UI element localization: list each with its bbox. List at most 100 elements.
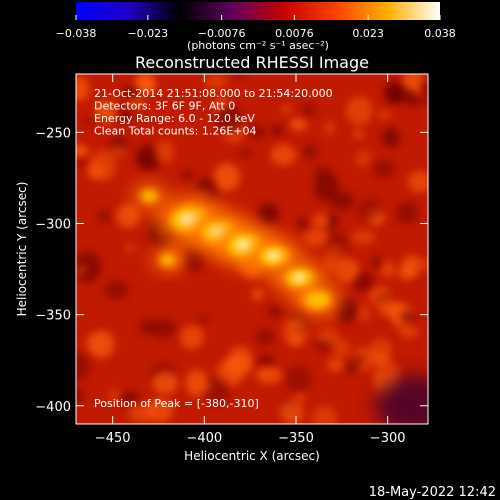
ripple-blob xyxy=(104,280,129,299)
ripple-blob xyxy=(182,248,204,273)
ripple-blob xyxy=(280,105,292,114)
x-axis-label: Heliocentric X (arcsec) xyxy=(184,449,320,463)
y-tick-label: −350 xyxy=(35,309,71,324)
ripple-blob xyxy=(150,319,177,339)
annotation-line: Detectors: 3F 6F 9F, Att 0 xyxy=(94,100,235,113)
ripple-blob xyxy=(153,140,175,164)
ripple-blob xyxy=(76,144,90,158)
source-peak xyxy=(236,239,253,251)
ripple-blob xyxy=(128,404,155,423)
emission-sources xyxy=(132,183,342,317)
image-panel: −450 −400 −350 −300 −250 −300 −350 −400 xyxy=(35,73,429,446)
x-tick-label: −450 xyxy=(95,431,131,446)
ripple-blob xyxy=(136,153,155,165)
ripple-blob xyxy=(255,366,283,384)
ripple-blob xyxy=(121,86,140,99)
ripple-blob xyxy=(270,144,297,166)
source-core xyxy=(159,254,176,266)
ripple-blob xyxy=(123,243,138,253)
ripple-blob xyxy=(372,159,395,179)
ripple-blob xyxy=(373,352,388,365)
y-axis-label: Heliocentric Y (arcsec) xyxy=(15,182,29,317)
ripple-blob xyxy=(76,251,102,283)
ripple-blob xyxy=(290,332,301,345)
ripple-blob xyxy=(216,105,242,134)
ripple-blob xyxy=(205,377,230,407)
annotation-line: 21-Oct-2014 21:51:08.000 to 21:54:20.000 xyxy=(94,87,333,100)
ripple-blob xyxy=(258,205,279,226)
ripple-blob xyxy=(213,163,241,192)
ripple-blob xyxy=(326,357,344,372)
x-tick-label: −300 xyxy=(370,431,406,446)
source-peak xyxy=(267,251,281,261)
observation-annotations: 21-Oct-2014 21:51:08.000 to 21:54:20.000… xyxy=(94,87,333,138)
dim-region xyxy=(375,375,428,424)
ripple-blob xyxy=(180,325,204,350)
colorbar-ticks: −0.038 −0.023 −0.0076 0.0076 0.023 0.038 xyxy=(56,15,456,40)
ripple-blob xyxy=(345,96,373,126)
y-tick-label: −300 xyxy=(35,217,71,232)
colorbar-tick-label: 0.0076 xyxy=(275,27,314,40)
x-tick-label: −350 xyxy=(278,431,314,446)
ripple-blob xyxy=(99,103,111,115)
colorbar-tick-label: 0.038 xyxy=(424,27,456,40)
ripple-blob xyxy=(257,354,276,367)
ripple-blob xyxy=(345,362,357,374)
x-axis-ticks: −450 −400 −350 −300 xyxy=(95,74,406,446)
ripple-blob xyxy=(109,145,127,158)
colorbar-gradient xyxy=(76,2,440,20)
ripple-blob xyxy=(399,310,413,322)
ripple-blob xyxy=(279,399,304,424)
ripple-blob xyxy=(108,388,122,403)
colorbar-tick-label: −0.023 xyxy=(127,27,168,40)
ripple-blob xyxy=(139,319,155,335)
ripple-blob xyxy=(76,388,84,405)
ripple-blob xyxy=(356,198,383,221)
ripple-blob xyxy=(324,243,346,265)
ripple-blob xyxy=(267,306,283,318)
ripple-blob xyxy=(239,149,251,157)
ripple-blob xyxy=(355,150,372,168)
ripple-blob xyxy=(116,203,141,229)
colorbar-unit-label: (photons cm⁻² s⁻¹ asec⁻²) xyxy=(187,39,329,52)
ripple-blob xyxy=(224,353,253,378)
colorbar-tick-label: 0.023 xyxy=(352,27,384,40)
ripple-blob xyxy=(289,118,308,131)
ripple-blob xyxy=(377,109,393,120)
ripple-blob xyxy=(233,74,247,79)
ripple-blob xyxy=(76,352,90,381)
ripple-blob xyxy=(336,298,358,323)
ripple-blob xyxy=(251,287,264,301)
ripple-blob xyxy=(395,202,419,224)
ripple-blob xyxy=(420,257,428,270)
ripple-blob xyxy=(352,128,365,140)
source-core xyxy=(305,291,331,309)
ripple-blob xyxy=(381,127,401,148)
ripple-blob xyxy=(351,229,376,246)
ripple-blob xyxy=(76,75,90,102)
ripple-blob xyxy=(76,155,86,167)
ripple-blob xyxy=(370,256,381,269)
ripple-blob xyxy=(383,80,406,105)
colorbar: −0.038 −0.023 −0.0076 0.0076 0.023 0.038 (pho… xyxy=(56,2,456,52)
ripple-blob xyxy=(90,330,115,359)
ripple-blob xyxy=(115,108,133,122)
ripple-blob xyxy=(83,117,95,126)
ripple-blob xyxy=(316,328,340,345)
ripple-blob xyxy=(285,366,312,393)
ripple-blob xyxy=(76,265,87,275)
y-axis-ticks: −250 −300 −350 −400 xyxy=(35,126,428,415)
ripple-blob xyxy=(323,120,336,136)
ripple-blob xyxy=(420,80,428,94)
ripple-blob xyxy=(303,228,331,247)
ripple-blob xyxy=(270,125,284,137)
colorbar-tick-label: −0.0076 xyxy=(198,27,246,40)
ripple-blob xyxy=(311,405,338,424)
ripple-blob xyxy=(198,314,210,323)
source-peak xyxy=(293,273,307,283)
source-core xyxy=(140,190,158,202)
ripple-blob xyxy=(197,177,215,192)
ripple-blob xyxy=(140,77,154,93)
ripple-blob xyxy=(334,258,360,284)
